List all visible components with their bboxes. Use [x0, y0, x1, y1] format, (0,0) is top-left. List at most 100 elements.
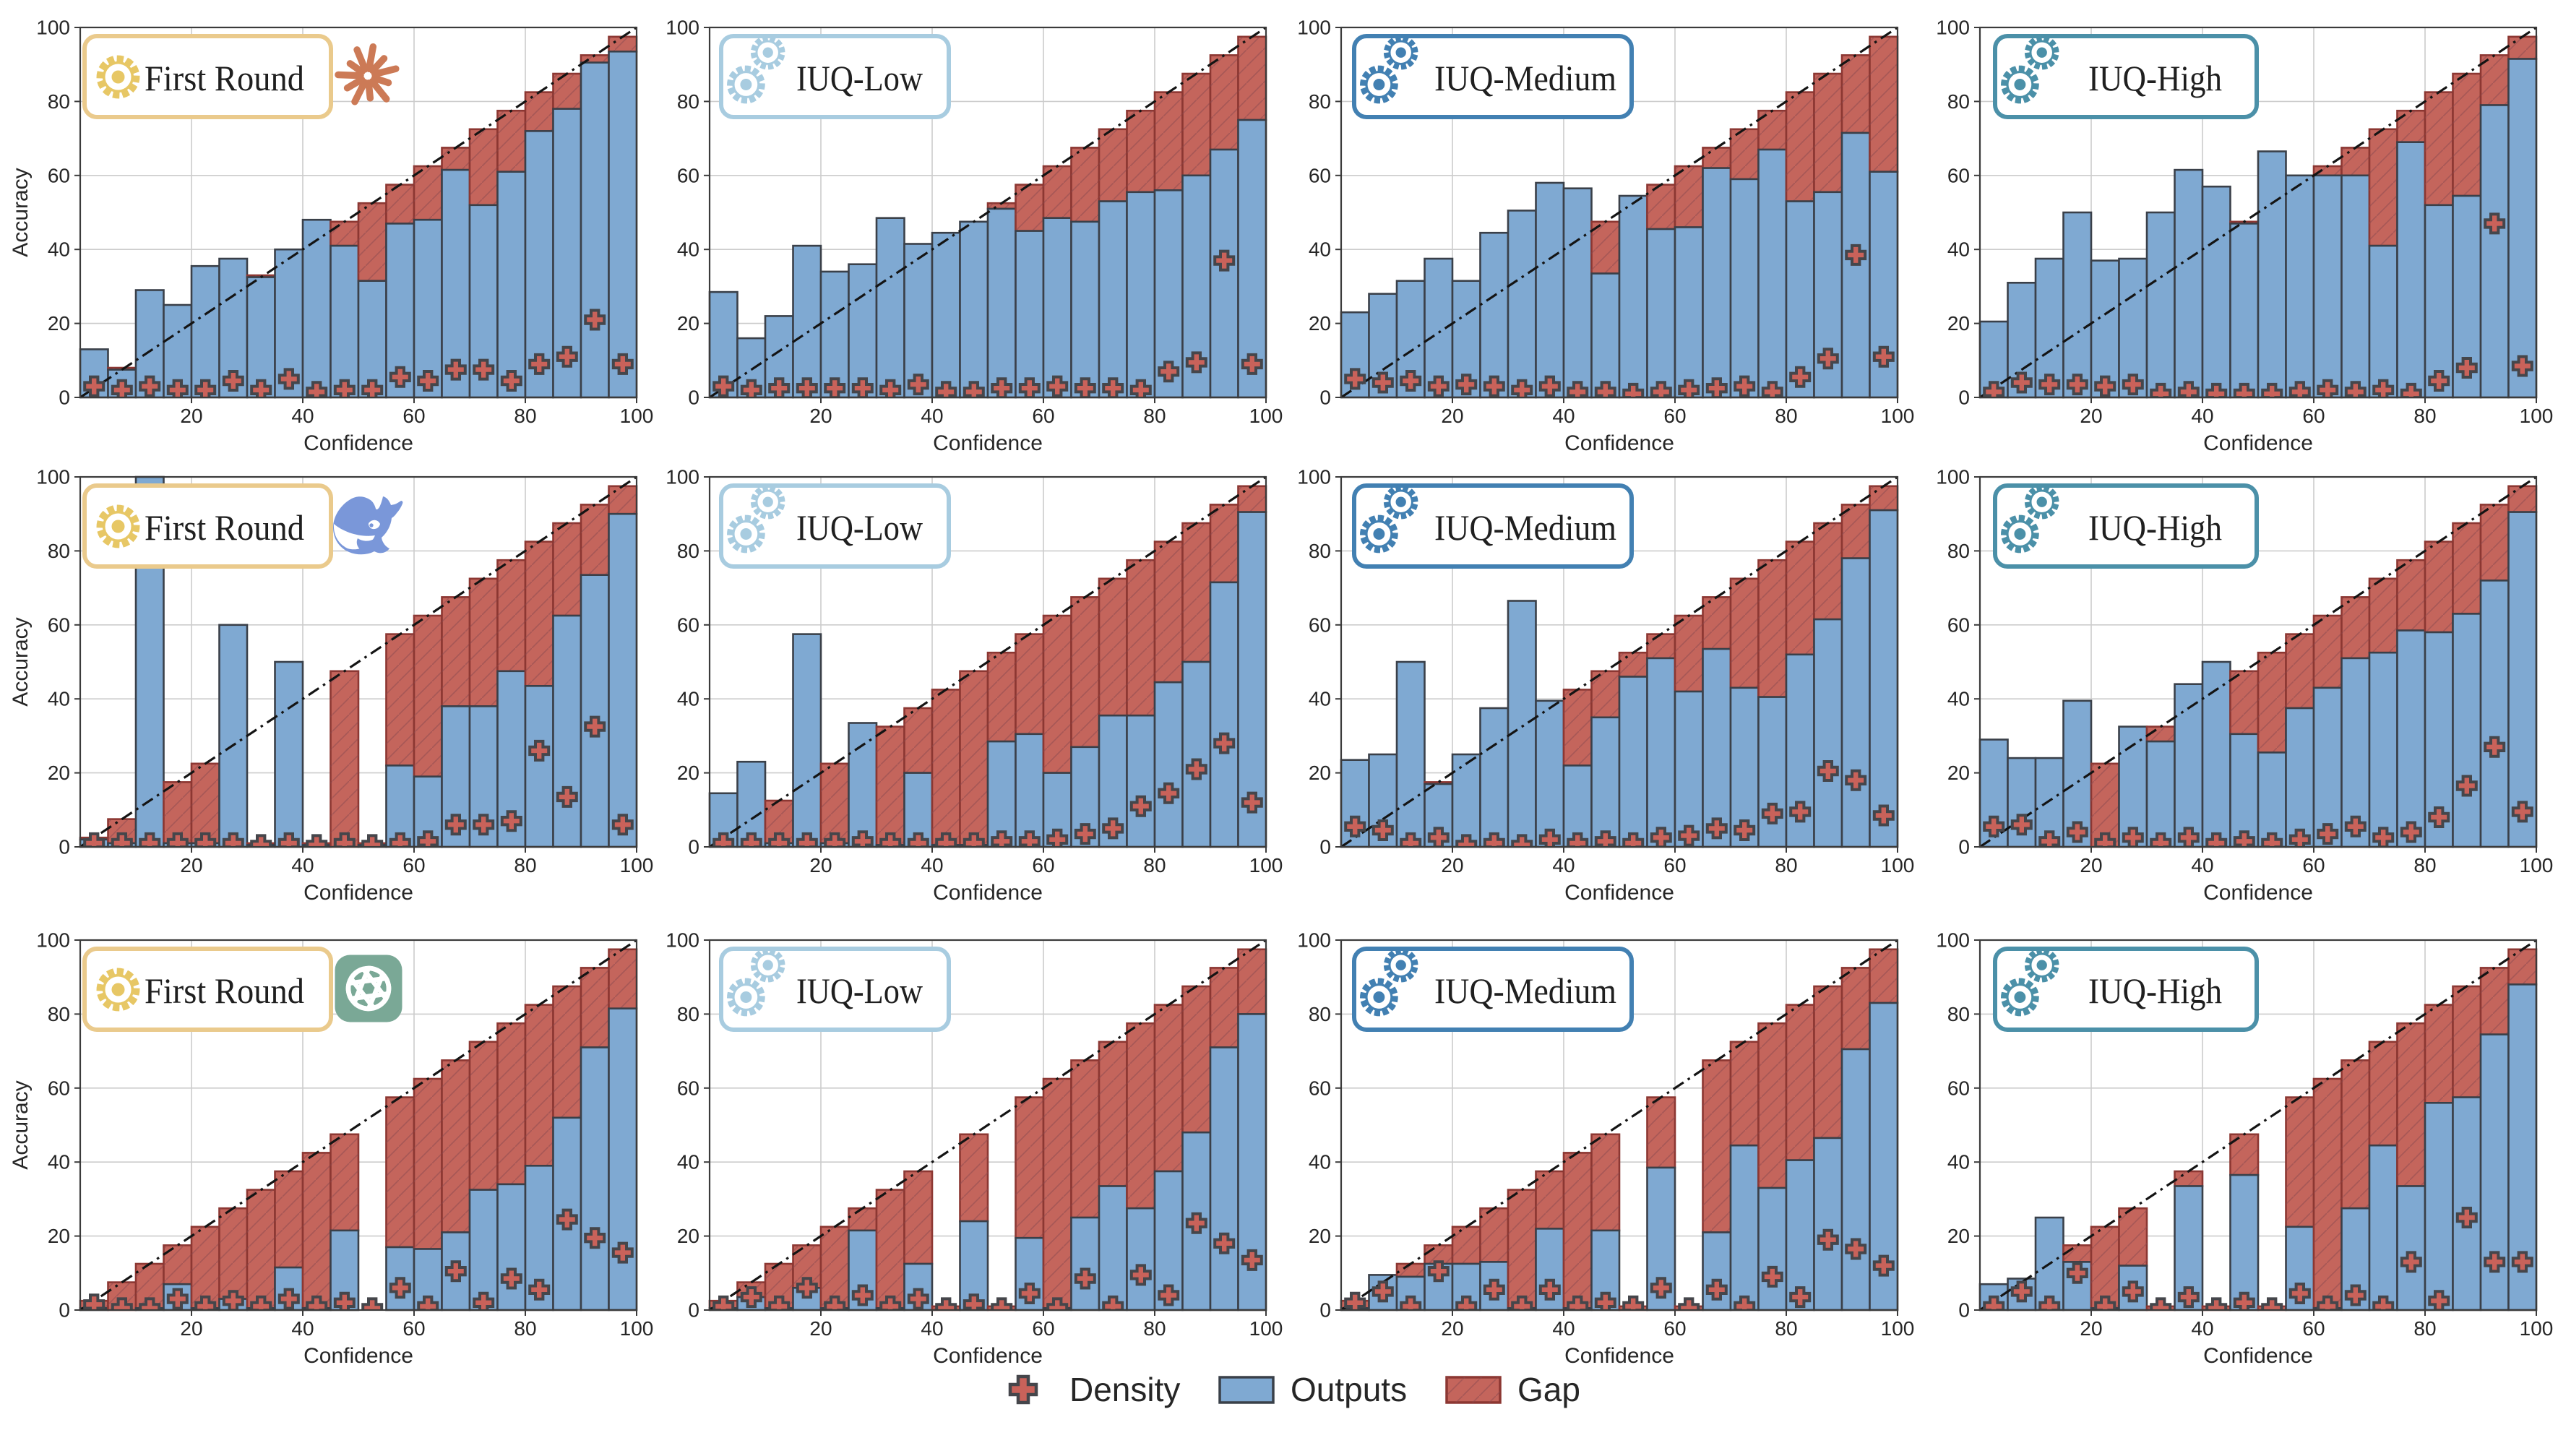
- svg-text:40: 40: [677, 1151, 699, 1173]
- svg-text:80: 80: [1947, 90, 1970, 113]
- svg-text:100: 100: [620, 1317, 654, 1340]
- svg-text:Accuracy: Accuracy: [9, 168, 33, 257]
- svg-text:20: 20: [1441, 854, 1463, 876]
- svg-text:100: 100: [666, 17, 699, 39]
- svg-text:60: 60: [2302, 1317, 2325, 1340]
- svg-text:0: 0: [1319, 836, 1331, 858]
- svg-text:Confidence: Confidence: [303, 431, 413, 455]
- svg-text:20: 20: [48, 312, 70, 335]
- svg-text:Confidence: Confidence: [1564, 881, 1674, 905]
- svg-text:100: 100: [1297, 17, 1331, 39]
- svg-text:20: 20: [180, 405, 202, 427]
- svg-text:20: 20: [1947, 1225, 1970, 1247]
- svg-text:IUQ-High: IUQ-High: [2088, 970, 2222, 1011]
- svg-text:80: 80: [2413, 1317, 2436, 1340]
- svg-text:40: 40: [2191, 405, 2213, 427]
- svg-text:40: 40: [677, 238, 699, 261]
- svg-text:20: 20: [1947, 312, 1970, 335]
- svg-text:100: 100: [1249, 405, 1283, 427]
- svg-text:Accuracy: Accuracy: [9, 617, 33, 706]
- svg-text:Confidence: Confidence: [1564, 431, 1674, 455]
- svg-text:Confidence: Confidence: [1564, 1344, 1674, 1368]
- svg-text:40: 40: [1947, 688, 1970, 710]
- svg-text:100: 100: [1936, 466, 1970, 488]
- svg-text:60: 60: [1309, 164, 1331, 186]
- svg-text:40: 40: [2191, 854, 2213, 876]
- svg-text:60: 60: [1309, 1077, 1331, 1099]
- svg-text:20: 20: [1309, 762, 1331, 784]
- svg-text:20: 20: [48, 1225, 70, 1247]
- svg-text:40: 40: [921, 1317, 943, 1340]
- svg-text:20: 20: [809, 405, 832, 427]
- svg-text:100: 100: [1249, 854, 1283, 876]
- svg-text:60: 60: [402, 405, 425, 427]
- svg-text:40: 40: [48, 238, 70, 261]
- svg-text:100: 100: [1297, 466, 1331, 488]
- svg-text:0: 0: [688, 1299, 699, 1322]
- svg-text:100: 100: [666, 929, 699, 952]
- svg-text:Confidence: Confidence: [2203, 881, 2313, 905]
- svg-text:60: 60: [677, 1077, 699, 1099]
- svg-text:80: 80: [48, 90, 70, 113]
- svg-text:80: 80: [2413, 405, 2436, 427]
- svg-text:60: 60: [1032, 405, 1054, 427]
- svg-text:80: 80: [1775, 405, 1797, 427]
- svg-text:80: 80: [1309, 1003, 1331, 1025]
- svg-text:80: 80: [677, 540, 699, 562]
- svg-text:60: 60: [1309, 613, 1331, 636]
- svg-text:0: 0: [1958, 1299, 1970, 1322]
- svg-text:40: 40: [291, 405, 314, 427]
- svg-text:40: 40: [48, 1151, 70, 1173]
- svg-text:20: 20: [809, 1317, 832, 1340]
- svg-text:60: 60: [48, 613, 70, 636]
- svg-text:0: 0: [1958, 387, 1970, 409]
- svg-text:Confidence: Confidence: [2203, 431, 2313, 455]
- svg-text:40: 40: [1552, 405, 1575, 427]
- svg-text:Accuracy: Accuracy: [9, 1080, 33, 1169]
- svg-text:Gap: Gap: [1517, 1371, 1580, 1408]
- svg-text:First Round: First Round: [145, 507, 304, 548]
- svg-text:Density: Density: [1069, 1371, 1180, 1408]
- svg-text:60: 60: [48, 164, 70, 186]
- svg-text:20: 20: [809, 854, 832, 876]
- svg-text:Confidence: Confidence: [303, 881, 413, 905]
- svg-text:IUQ-Low: IUQ-Low: [796, 507, 923, 548]
- svg-text:100: 100: [1881, 1317, 1915, 1340]
- svg-text:40: 40: [1947, 238, 1970, 261]
- svg-text:60: 60: [48, 1077, 70, 1099]
- svg-text:40: 40: [1309, 238, 1331, 261]
- svg-text:0: 0: [59, 836, 70, 858]
- svg-text:40: 40: [1552, 1317, 1575, 1340]
- svg-text:First Round: First Round: [145, 970, 304, 1011]
- svg-text:60: 60: [1032, 854, 1054, 876]
- svg-text:20: 20: [2080, 854, 2102, 876]
- svg-text:40: 40: [677, 688, 699, 710]
- svg-text:100: 100: [1297, 929, 1331, 952]
- svg-text:40: 40: [291, 854, 314, 876]
- svg-text:100: 100: [1881, 854, 1915, 876]
- svg-text:80: 80: [1309, 540, 1331, 562]
- svg-text:100: 100: [2520, 1317, 2554, 1340]
- svg-text:Confidence: Confidence: [933, 881, 1043, 905]
- svg-text:0: 0: [1958, 836, 1970, 858]
- svg-text:40: 40: [1309, 1151, 1331, 1173]
- svg-text:20: 20: [1309, 1225, 1331, 1247]
- svg-text:100: 100: [2520, 854, 2554, 876]
- svg-text:Confidence: Confidence: [933, 1344, 1043, 1368]
- svg-text:100: 100: [1249, 1317, 1283, 1340]
- svg-text:80: 80: [2413, 854, 2436, 876]
- svg-text:100: 100: [1881, 405, 1915, 427]
- svg-text:20: 20: [48, 762, 70, 784]
- svg-text:80: 80: [1309, 90, 1331, 113]
- svg-text:40: 40: [1309, 688, 1331, 710]
- svg-text:100: 100: [2520, 405, 2554, 427]
- svg-text:40: 40: [2191, 1317, 2213, 1340]
- svg-text:IUQ-High: IUQ-High: [2088, 58, 2222, 98]
- svg-text:60: 60: [1947, 613, 1970, 636]
- svg-text:40: 40: [48, 688, 70, 710]
- svg-text:Confidence: Confidence: [933, 431, 1043, 455]
- svg-text:100: 100: [36, 17, 70, 39]
- svg-text:80: 80: [514, 1317, 536, 1340]
- svg-text:60: 60: [1032, 1317, 1054, 1340]
- svg-text:0: 0: [59, 387, 70, 409]
